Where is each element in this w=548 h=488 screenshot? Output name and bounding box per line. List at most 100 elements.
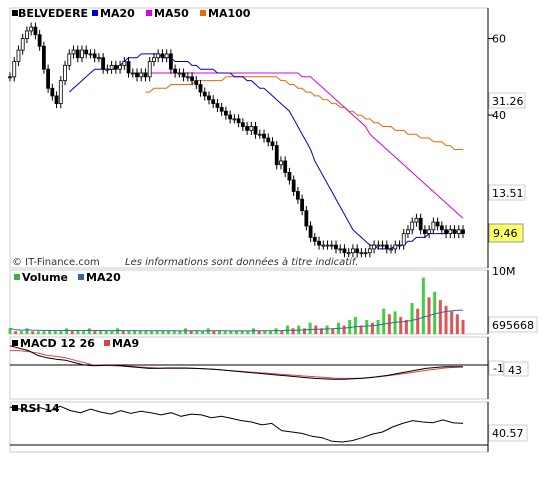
candle-body — [439, 225, 444, 231]
candle-body — [207, 95, 211, 101]
volume-bar — [314, 325, 318, 334]
volume-bar — [229, 331, 233, 334]
candle-body — [177, 72, 182, 75]
candle-body — [168, 53, 173, 70]
volume-bar — [161, 331, 165, 334]
legend-swatch-macd — [12, 340, 18, 346]
candle-body — [380, 244, 385, 247]
candle-body — [312, 237, 317, 242]
volume-bar — [308, 322, 312, 334]
last-value-ma50-box — [488, 184, 526, 201]
candle-body — [291, 179, 296, 192]
legend-label-volume-ma20: MA20 — [86, 271, 121, 284]
last-value-rsi-box — [488, 424, 528, 442]
candle-body — [397, 244, 402, 247]
volume-bar — [167, 331, 171, 334]
last-value-ma100-box — [488, 92, 526, 109]
candle-body — [190, 76, 194, 82]
volume-bar — [178, 331, 182, 334]
volume-panel: 10M Volume MA20 695668 — [8, 265, 538, 335]
candle-body — [130, 72, 135, 75]
candle-body — [185, 76, 190, 79]
volume-legend: Volume MA20 — [14, 271, 121, 284]
legend-label-belvedere: BELVEDERE — [18, 7, 88, 20]
candle-body — [308, 225, 313, 238]
candle-body — [410, 221, 415, 231]
volume-bar — [331, 328, 335, 334]
volume-bar — [87, 328, 91, 334]
candle-body — [25, 30, 29, 39]
rsi-line — [9, 405, 464, 443]
candle-body — [135, 72, 139, 78]
candle-body — [84, 49, 89, 55]
watermark-disclaimer: Les informations sont données à titre in… — [125, 256, 358, 268]
volume-bar — [438, 300, 442, 334]
volume-bar — [291, 328, 295, 334]
candle-body — [105, 68, 110, 71]
candle-body — [147, 61, 152, 78]
volume-bar — [455, 314, 459, 334]
legend-label-rsi: RSI 14 — [20, 402, 60, 415]
candle-body — [376, 244, 381, 247]
candle-body — [270, 141, 275, 147]
volume-bar — [421, 277, 425, 334]
volume-bar — [110, 331, 114, 334]
candle-body — [215, 103, 220, 108]
legend-label-macd-ma9: MA9 — [112, 337, 139, 350]
volume-bar — [138, 331, 142, 334]
volume-bar — [42, 331, 46, 334]
legend-swatch-volume — [14, 274, 20, 280]
volume-bar — [319, 328, 323, 334]
volume-bar — [48, 331, 52, 334]
volume-bar — [36, 331, 40, 334]
candle-body — [33, 26, 38, 36]
volume-bar — [410, 303, 414, 334]
candle-body — [29, 26, 34, 32]
volume-bar — [150, 331, 154, 334]
candle-body — [232, 118, 237, 121]
candle-body — [41, 45, 46, 70]
candle-body — [452, 229, 457, 234]
price-ytick-label-1: 40 — [492, 109, 506, 122]
candle-body — [418, 217, 423, 231]
volume-bar — [93, 331, 97, 334]
candle-body — [363, 252, 368, 255]
ma100-line — [145, 76, 463, 150]
volume-ma20-path — [9, 309, 463, 332]
rsi-path — [9, 405, 464, 443]
candle-body — [304, 210, 309, 227]
candle-body — [389, 248, 393, 251]
candle-body — [355, 248, 360, 254]
candle-body — [126, 61, 131, 74]
last-value-macd-box — [488, 360, 504, 376]
last-value-rsi-text: 40.57 — [492, 427, 524, 440]
candle-body — [431, 221, 436, 231]
macd-panel: MACD 12 26 MA9 -1 43 — [9, 336, 529, 400]
volume-bar — [116, 328, 120, 334]
volume-ma20-line — [9, 309, 463, 332]
candle-body — [351, 248, 355, 254]
last-value-ma100: 31.26 — [488, 92, 526, 109]
volume-bar — [450, 311, 454, 334]
candle-body — [16, 49, 21, 62]
legend-label-volume: Volume — [22, 271, 68, 284]
volume-bar — [195, 331, 199, 334]
candle-body — [236, 118, 241, 124]
candle-body — [435, 221, 440, 227]
candle-body — [283, 160, 288, 173]
candle-body — [63, 64, 67, 82]
volume-bar — [19, 331, 23, 334]
candle-body — [384, 244, 389, 250]
last-value-ma100-text: 31.26 — [492, 95, 524, 108]
candle-body — [414, 217, 419, 223]
volume-bar — [14, 331, 18, 334]
volume-ytick-10m: 10M — [492, 265, 516, 278]
candle-body — [97, 57, 101, 60]
volume-bar — [8, 328, 12, 334]
candle-body — [448, 229, 453, 234]
volume-bar — [189, 331, 193, 334]
candle-body — [71, 49, 76, 55]
candle-body — [101, 57, 106, 70]
volume-bar — [155, 331, 159, 334]
